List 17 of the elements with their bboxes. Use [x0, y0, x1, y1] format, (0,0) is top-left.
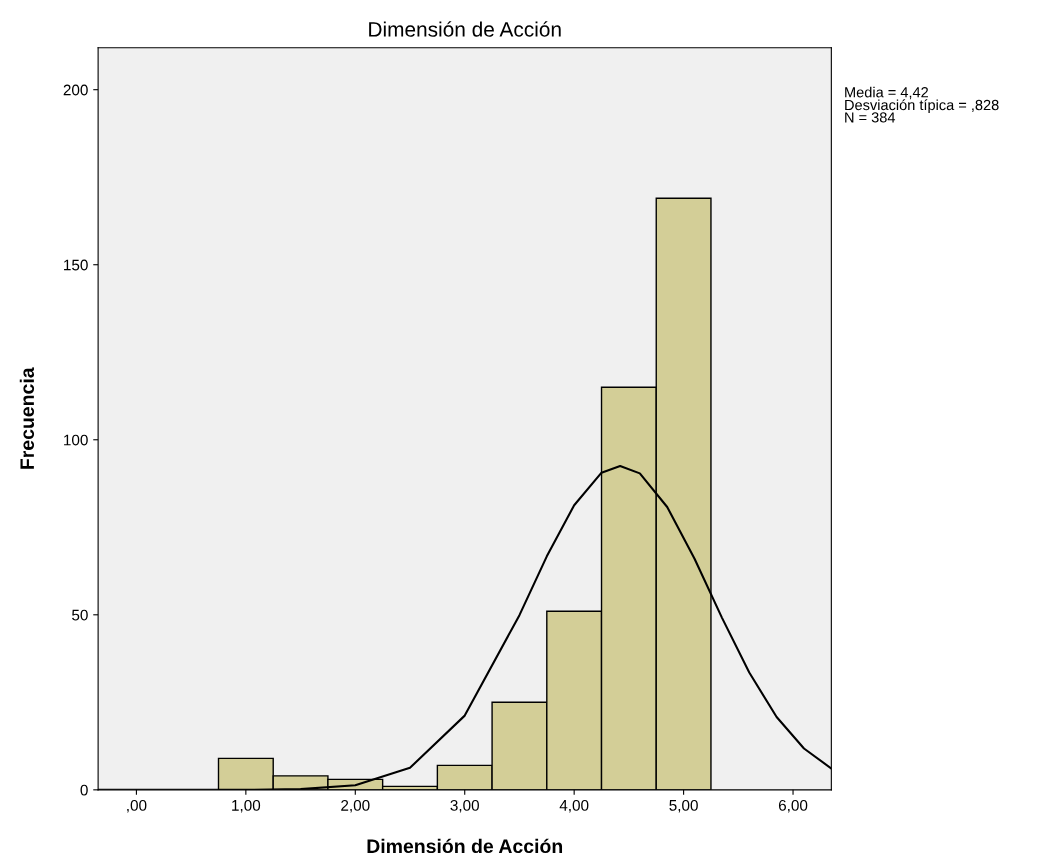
text: Media = 4,42 — [845, 86, 928, 100]
x-tick-label: 4,00 — [559, 799, 589, 813]
x-tick-label: ,00 — [127, 799, 147, 813]
x-tick-label: 5,00 — [669, 799, 698, 813]
x-tick-label: 3,00 — [450, 799, 479, 813]
chart-title: Dimensión de Acción — [369, 21, 561, 37]
y-tick-label: 50 — [72, 609, 88, 621]
x-tick-label: 1,00 — [232, 799, 261, 813]
y-axis-title: Frecuencia — [19, 367, 35, 469]
y-tick-label: 200 — [63, 84, 88, 96]
y-tick-label: 100 — [64, 434, 88, 446]
x-tick-label: 2,00 — [341, 799, 370, 813]
y-tick-label: 0 — [80, 784, 88, 796]
x-tick-label: 6,00 — [778, 799, 808, 813]
text: N = 384 — [845, 112, 896, 123]
x-axis-title: Dimensión de Acción — [367, 838, 563, 854]
y-tick-label: 150 — [64, 259, 88, 271]
